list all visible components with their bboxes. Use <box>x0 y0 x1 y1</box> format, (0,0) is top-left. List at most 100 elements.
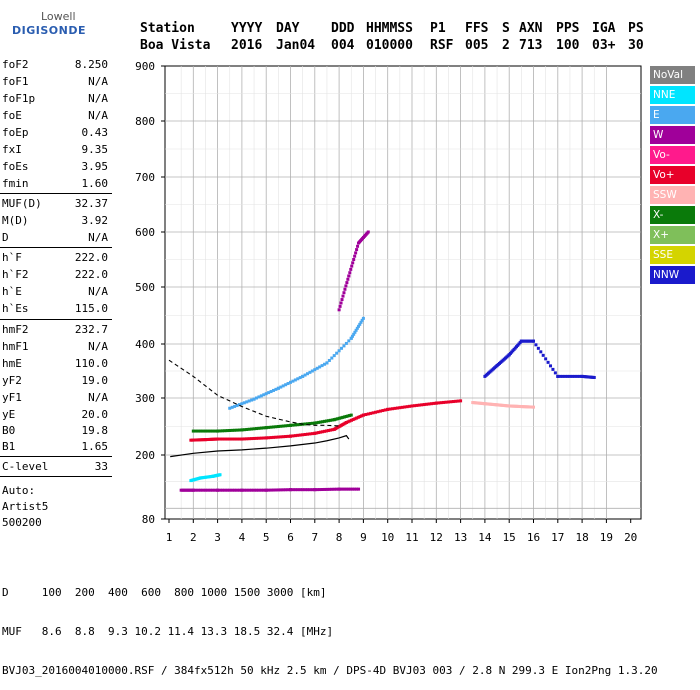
header-label-p1: P1 <box>430 21 446 36</box>
param-row: foF2 8.250 <box>2 58 108 74</box>
echo-point <box>252 427 256 431</box>
echo-point <box>235 428 239 432</box>
echo-point <box>340 298 344 302</box>
echo-point <box>319 430 323 434</box>
echo-point <box>563 374 567 378</box>
echo-point <box>391 407 395 411</box>
param-value: 222.0 <box>74 251 108 264</box>
echo-point <box>342 344 346 348</box>
echo-point <box>262 436 266 440</box>
echo-point <box>357 324 361 328</box>
param-value: 3.92 <box>81 214 109 227</box>
echo-point <box>551 367 555 371</box>
param-key: M(D) <box>2 214 29 227</box>
echo-point <box>341 415 345 419</box>
echo-point <box>276 386 280 390</box>
echo-point <box>286 424 290 428</box>
echo-point <box>213 429 217 433</box>
echo-point <box>240 428 244 432</box>
echo-point <box>225 488 229 492</box>
echo-point <box>218 488 222 492</box>
echo-point <box>366 230 370 234</box>
header-value-ffs: 005 <box>465 38 489 53</box>
y-tick-label: 300 <box>135 392 155 405</box>
echo-point <box>284 383 288 387</box>
echo-point <box>271 488 275 492</box>
echo-point <box>361 413 365 417</box>
echo-point <box>242 428 246 432</box>
echo-point <box>346 420 350 424</box>
echo-point <box>344 421 348 425</box>
echo-point <box>351 261 355 265</box>
header-value-iga: 03+ <box>592 38 616 53</box>
echo-point <box>296 423 300 427</box>
echo-point <box>240 437 244 441</box>
echo-point <box>225 429 229 433</box>
echo-point <box>358 415 362 419</box>
echo-point <box>420 403 424 407</box>
echo-point <box>446 400 450 404</box>
echo-point <box>321 430 325 434</box>
digisonde-logo: Lowell DIGISONDE <box>0 0 85 50</box>
y-tick-label: 500 <box>135 281 155 294</box>
x-tick-label: 5 <box>263 531 270 544</box>
echo-point <box>339 301 343 305</box>
logo-line2: DIGISONDE <box>12 24 86 37</box>
x-tick-label: 20 <box>624 531 637 544</box>
station-header: Station YYYY DAY DDD HHMMSS P1 FFS S AXN… <box>140 20 700 54</box>
echo-point <box>284 435 288 439</box>
echo-point <box>343 487 347 491</box>
echo-point <box>575 374 579 378</box>
param-value: 0.43 <box>81 126 109 139</box>
param-row: D N/A <box>2 231 108 247</box>
echo-point <box>308 370 312 374</box>
x-tick-label: 19 <box>600 531 613 544</box>
echo-point <box>313 368 317 372</box>
param-row: h`E N/A <box>2 285 108 301</box>
echo-point <box>398 406 402 410</box>
y-tick-label: 900 <box>135 60 155 73</box>
echo-point <box>274 435 278 439</box>
echo-point <box>293 434 297 438</box>
x-tick-label: 14 <box>478 531 492 544</box>
header-value-day: Jan04 <box>276 38 316 53</box>
echo-point <box>327 487 331 491</box>
echo-point <box>386 407 390 411</box>
legend-item-nne: NNE <box>650 86 695 104</box>
echo-point <box>415 403 419 407</box>
echo-point <box>259 488 263 492</box>
echo-point <box>310 488 314 492</box>
artist-version: Artist5 <box>2 500 49 513</box>
echo-point <box>281 424 285 428</box>
echo-point <box>250 488 254 492</box>
param-row: C-level 33 <box>2 460 108 476</box>
echo-point <box>405 405 409 409</box>
muf-line: MUF 8.6 8.8 9.3 10.2 11.4 13.3 18.5 32.4… <box>2 625 334 638</box>
legend-item-sse: SSE <box>650 246 695 264</box>
echo-point <box>191 429 195 433</box>
echo-point <box>281 435 285 439</box>
echo-point <box>348 419 352 423</box>
param-key: h`F2 <box>2 268 29 281</box>
echo-point <box>349 336 353 340</box>
echo-point <box>279 435 283 439</box>
echo-point <box>323 419 327 423</box>
echo-point <box>216 429 220 433</box>
param-value: N/A <box>88 285 108 298</box>
echo-point <box>242 401 246 405</box>
param-row: hmE 110.0 <box>2 357 108 373</box>
echo-point <box>328 428 332 432</box>
echo-point <box>319 420 323 424</box>
echo-point <box>257 436 261 440</box>
param-value: 1.60 <box>81 177 109 190</box>
header-label-pps: PPS <box>556 21 580 36</box>
echo-point <box>230 488 234 492</box>
echo-point <box>208 488 212 492</box>
echo-point <box>306 422 310 426</box>
header-label-station: Station <box>140 21 195 36</box>
echo-point <box>303 373 307 377</box>
echo-point <box>199 429 203 433</box>
param-row: hmF1 N/A <box>2 340 108 356</box>
echo-point <box>262 426 266 430</box>
echo-point <box>247 437 251 441</box>
